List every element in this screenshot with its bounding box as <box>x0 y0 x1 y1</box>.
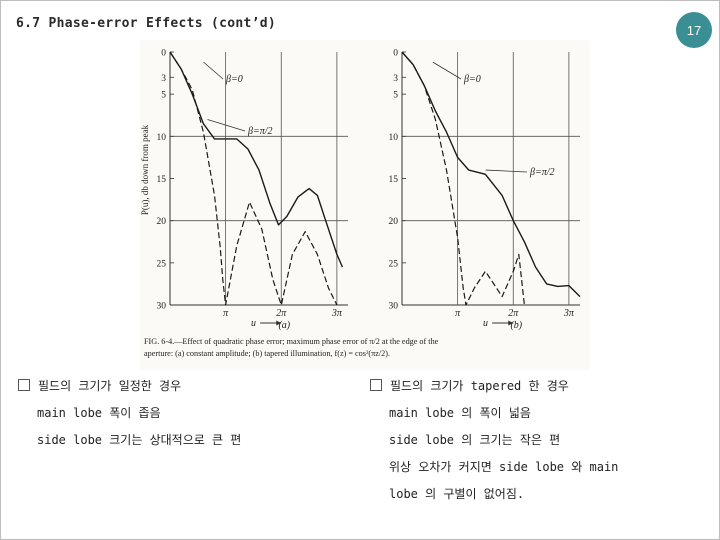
y-tick-label: 15 <box>389 175 399 185</box>
y-tick-label: 0 <box>161 49 166 59</box>
curve-label-leader <box>432 61 462 80</box>
x-axis-label: u <box>483 318 488 329</box>
note-right-bullet-line: 필드의 크기가 tapered 한 경우 <box>370 377 569 394</box>
caption-line-1: FIG. 6-4.—Effect of quadratic phase erro… <box>144 337 439 346</box>
x-tick-label: 3π <box>331 308 343 319</box>
x-axis-label: u <box>251 318 256 329</box>
y-tick-label: 25 <box>389 259 399 269</box>
y-tick-label: 5 <box>161 91 166 101</box>
slide-title: 6.7 Phase-error Effects (cont’d) <box>16 16 277 31</box>
note-right-line-1: main lobe 의 폭이 넓음 <box>389 406 531 420</box>
x-axis-arrowhead <box>276 320 282 326</box>
curve-label-leader <box>207 119 246 132</box>
checkbox-bullet-icon <box>18 379 30 391</box>
y-tick-label: 15 <box>157 175 167 185</box>
x-tick-label: π <box>455 308 461 319</box>
panel-a: 0 3 5 10 15 20 25 30 π 2π 3π u (a) β=0 β=π/2 <box>157 49 348 331</box>
x-tick-label: 2π <box>276 308 287 319</box>
x-tick-label: 2π <box>508 308 519 319</box>
y-tick-label: 30 <box>389 302 399 312</box>
y-axis-label: P(u), db down from peak <box>140 124 150 215</box>
series-beta-pi-2-curve <box>169 51 344 268</box>
page-number-badge: 17 <box>676 12 712 48</box>
x-axis-arrowhead <box>508 320 514 326</box>
note-left-bullet-line: 필드의 크기가 일정한 경우 <box>18 377 181 394</box>
curve-label-leader <box>485 169 528 173</box>
curve-label-beta-pi-2: β=π/2 <box>247 126 273 137</box>
y-tick-label: 5 <box>393 91 398 101</box>
series-beta-0-curve <box>169 51 338 306</box>
y-tick-label: 20 <box>389 217 399 227</box>
y-tick-label: 10 <box>389 133 399 143</box>
note-right-line-4: lobe 의 구별이 없어짐. <box>389 487 525 501</box>
note-right-bullet-text: 필드의 크기가 tapered 한 경우 <box>390 379 569 393</box>
series-beta-0-curve <box>401 51 525 306</box>
note-right-line-3: 위상 오차가 커지면 side lobe 와 main <box>389 460 619 474</box>
y-tick-label: 30 <box>157 302 167 312</box>
y-tick-label: 0 <box>393 49 398 59</box>
y-tick-label: 3 <box>161 74 166 84</box>
note-left-line-2: side lobe 크기는 상대적으로 큰 편 <box>37 433 242 447</box>
y-tick-label: 10 <box>157 133 167 143</box>
x-tick-label: π <box>223 308 229 319</box>
series-beta-pi-2-curve <box>401 51 581 298</box>
panel-label: (b) <box>510 320 522 331</box>
note-left-bullet-text: 필드의 크기가 일정한 경우 <box>38 379 182 393</box>
caption-line-2: aperture: (a) constant amplitude; (b) ta… <box>144 349 390 358</box>
curve-label-beta-0: β=0 <box>225 74 243 85</box>
curve-label-beta-0: β=0 <box>463 74 481 85</box>
panel-label: (a) <box>278 320 290 331</box>
checkbox-bullet-icon <box>370 379 382 391</box>
note-right-line-2: side lobe 의 크기는 작은 편 <box>389 433 561 447</box>
curve-label-leader <box>203 61 224 80</box>
y-tick-label: 20 <box>157 217 167 227</box>
note-left-line-1: main lobe 폭이 좁음 <box>37 406 161 420</box>
panel-b: 0 3 5 10 15 20 25 30 π 2π 3π u (b) β=0 β=π/2 <box>389 49 581 331</box>
y-tick-label: 25 <box>157 259 167 269</box>
x-tick-label: 3π <box>563 308 575 319</box>
y-tick-label: 3 <box>393 74 398 84</box>
curve-label-beta-pi-2: β=π/2 <box>529 167 555 178</box>
